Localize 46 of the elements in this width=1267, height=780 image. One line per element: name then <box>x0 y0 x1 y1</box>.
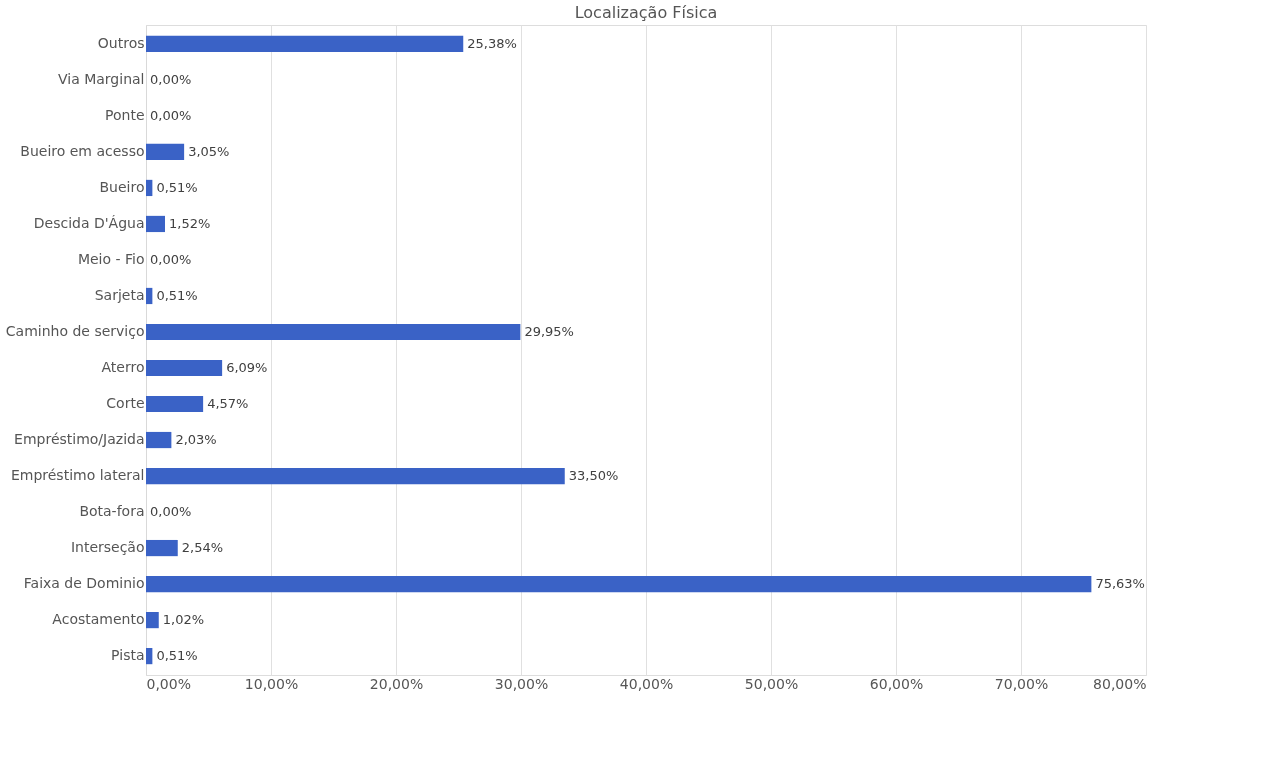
y-tick-label: Outros <box>97 34 145 51</box>
data-label: 0,51% <box>156 648 198 664</box>
y-tick-label: Bota-fora <box>79 503 145 520</box>
y-tick-label: Via Marginal <box>58 70 145 87</box>
y-tick-label: Bueiro <box>99 178 145 195</box>
data-label: 0,51% <box>156 287 198 303</box>
y-tick-label: Aterro <box>101 359 145 376</box>
y-tick-label: Acostamento <box>52 611 145 628</box>
x-tick-label: 10,00% <box>244 675 299 692</box>
y-tick-label: Pista <box>111 647 145 664</box>
x-tick-label: 0,00% <box>146 675 191 692</box>
data-label: 0,00% <box>150 504 192 520</box>
data-label: 3,05% <box>188 143 230 159</box>
data-label: 0,00% <box>150 251 192 267</box>
x-tick-label: 60,00% <box>869 675 924 692</box>
x-tick-label: 70,00% <box>994 675 1049 692</box>
data-label: 75,63% <box>1095 576 1145 592</box>
y-tick-label: Meio - Fio <box>77 250 145 267</box>
data-label: 1,02% <box>162 612 205 628</box>
y-tick-label: Bueiro em acesso <box>20 142 145 159</box>
data-label: 25,38% <box>467 35 517 51</box>
y-tick-label: Faixa de Dominio <box>23 575 145 592</box>
x-tick-label: 20,00% <box>369 675 424 692</box>
data-label: 29,95% <box>524 323 574 339</box>
chart-title: Localização Física <box>574 3 718 22</box>
y-tick-label: Corte <box>106 395 145 412</box>
data-label: 2,54% <box>181 540 224 556</box>
x-tick-label: 80,00% <box>1093 675 1147 692</box>
data-label: 6,09% <box>226 360 268 376</box>
y-tick-label: Empréstimo/Jazida <box>14 431 145 448</box>
y-tick-label: Ponte <box>105 106 145 123</box>
data-label: 33,50% <box>568 468 619 484</box>
data-label: 4,57% <box>207 396 249 412</box>
data-label: 0,51% <box>156 179 198 195</box>
y-tick-label: Caminho de serviço <box>5 322 145 339</box>
data-label: 2,03% <box>175 432 217 448</box>
x-tick-label: 50,00% <box>744 675 799 692</box>
data-label: 1,52% <box>169 215 211 231</box>
x-tick-label: 30,00% <box>494 675 549 692</box>
data-label: 0,00% <box>150 71 192 87</box>
y-tick-label: Sarjeta <box>94 286 145 303</box>
y-tick-label: Empréstimo lateral <box>10 467 145 484</box>
x-tick-label: 40,00% <box>619 675 674 692</box>
data-label: 0,00% <box>150 107 192 123</box>
y-tick-label: Interseção <box>70 539 145 556</box>
y-tick-label: Descida D'Água <box>33 214 145 231</box>
